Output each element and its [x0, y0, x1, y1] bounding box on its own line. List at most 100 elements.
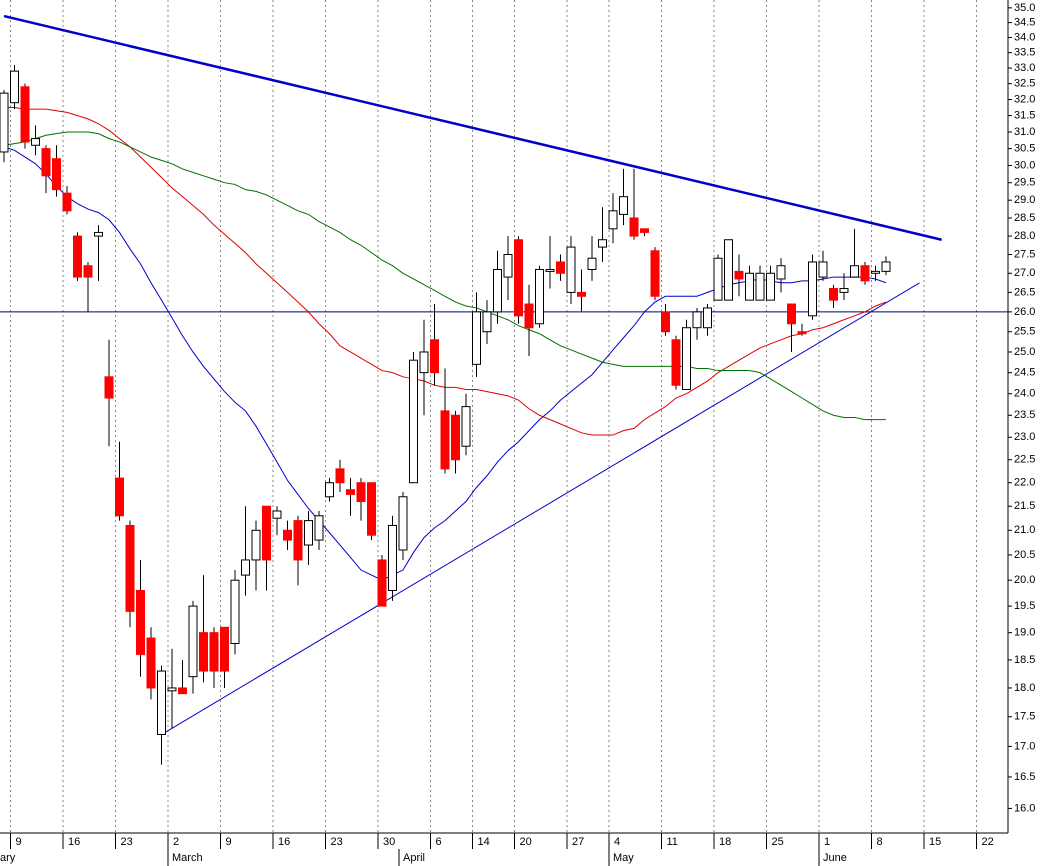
- candle-body: [251, 529, 261, 561]
- x-tick-label: 23: [121, 836, 133, 848]
- y-tick-label: 20.0: [1014, 574, 1035, 586]
- x-tick-label: 20: [520, 836, 532, 848]
- y-tick-label: 25.0: [1014, 346, 1035, 358]
- x-tick-label: 8: [877, 836, 883, 848]
- candle-body: [451, 414, 460, 461]
- y-tick-label: 30.5: [1014, 143, 1035, 155]
- candle-body: [881, 261, 891, 272]
- x-tick-label: 9: [16, 836, 22, 848]
- y-tick-label: 19.0: [1014, 627, 1035, 639]
- candle-body: [766, 272, 775, 301]
- y-tick-label: 29.5: [1014, 177, 1035, 189]
- y-tick-label: 28.5: [1014, 212, 1035, 224]
- candle-body: [577, 291, 586, 297]
- y-tick-label: 23.0: [1014, 431, 1035, 443]
- candle-body: [10, 70, 19, 104]
- candle-body: [398, 496, 408, 551]
- y-tick-label: 35.0: [1014, 2, 1035, 14]
- candle-body: [829, 288, 838, 301]
- y-tick-label: 30.0: [1014, 159, 1035, 171]
- candle-body: [503, 254, 513, 278]
- x-tick-label: 2: [173, 836, 179, 848]
- candle-body: [136, 589, 145, 655]
- candle-body: [461, 406, 471, 447]
- y-tick-label: 18.0: [1014, 682, 1035, 694]
- y-tick-label: 27.5: [1014, 248, 1035, 260]
- candle-body: [787, 303, 796, 325]
- candle-body: [167, 687, 177, 692]
- candle-body: [220, 626, 229, 672]
- x-tick-label: 18: [719, 836, 731, 848]
- y-tick-label: 31.5: [1014, 110, 1035, 122]
- candle-body: [682, 327, 691, 390]
- y-tick-label: 26.5: [1014, 286, 1035, 298]
- candle-body: [692, 311, 702, 329]
- candle-body: [545, 268, 555, 272]
- candle-body: [472, 311, 481, 365]
- y-tick-label: 21.5: [1014, 500, 1035, 512]
- y-tick-label: 22.0: [1014, 477, 1035, 489]
- y-tick-label: 23.5: [1014, 409, 1035, 421]
- candle-body: [514, 239, 523, 317]
- candle-body: [797, 331, 807, 335]
- candle-body: [377, 559, 387, 607]
- y-tick-label: 16.5: [1014, 771, 1035, 783]
- candle-body: [598, 239, 607, 248]
- candle-body: [482, 311, 492, 333]
- candle-body: [724, 239, 733, 301]
- x-tick-label: 4: [614, 836, 620, 848]
- x-tick-label: 16: [68, 836, 80, 848]
- candle-body: [703, 307, 712, 329]
- candle-body: [356, 482, 366, 502]
- candle-body: [755, 272, 765, 301]
- candle-body: [314, 515, 324, 541]
- trendline: [3, 14, 942, 241]
- y-tick-label: 21.0: [1014, 524, 1035, 536]
- y-tick-label: 32.5: [1014, 78, 1035, 90]
- candle-body: [818, 261, 828, 278]
- candle-body: [661, 311, 670, 333]
- x-tick-label: 14: [478, 836, 490, 848]
- candle-body: [839, 288, 849, 293]
- candle-body: [230, 579, 240, 644]
- candle-body: [566, 246, 576, 293]
- x-tick-label: 25: [772, 836, 784, 848]
- candle-body: [808, 261, 817, 317]
- candle-body: [83, 265, 93, 278]
- x-tick-label: 27: [572, 836, 584, 848]
- candle-body: [388, 524, 397, 591]
- candle-body: [104, 376, 114, 399]
- candle-body: [346, 489, 355, 495]
- y-tick-label: 18.5: [1014, 654, 1035, 666]
- candle-body: [199, 632, 208, 672]
- candle-body: [73, 235, 82, 278]
- y-tick-label: 26.0: [1014, 306, 1035, 318]
- candle-body: [304, 520, 313, 546]
- month-label: March: [172, 852, 203, 864]
- y-tick-label: 17.0: [1014, 740, 1035, 752]
- candle-body: [20, 86, 30, 143]
- y-tick-label: 32.0: [1014, 93, 1035, 105]
- candle-body: [440, 410, 450, 470]
- candle-body: [41, 148, 51, 177]
- y-tick-label: 29.0: [1014, 194, 1035, 206]
- y-tick-label: 19.5: [1014, 600, 1035, 612]
- candle-body: [52, 158, 61, 191]
- candle-body: [871, 270, 880, 274]
- candle-body: [640, 228, 649, 233]
- y-tick-label: 22.5: [1014, 454, 1035, 466]
- x-tick-label: 16: [278, 836, 290, 848]
- candle-body: [367, 482, 376, 536]
- candle-body: [713, 257, 723, 301]
- month-label: May: [613, 852, 634, 864]
- candle-body: [94, 231, 103, 237]
- y-tick-label: 20.5: [1014, 549, 1035, 561]
- candle-body: [283, 529, 292, 541]
- candle-body: [409, 359, 418, 484]
- x-tick-label: 1: [824, 836, 830, 848]
- y-tick-label: 17.5: [1014, 711, 1035, 723]
- y-tick-label: 31.0: [1014, 126, 1035, 138]
